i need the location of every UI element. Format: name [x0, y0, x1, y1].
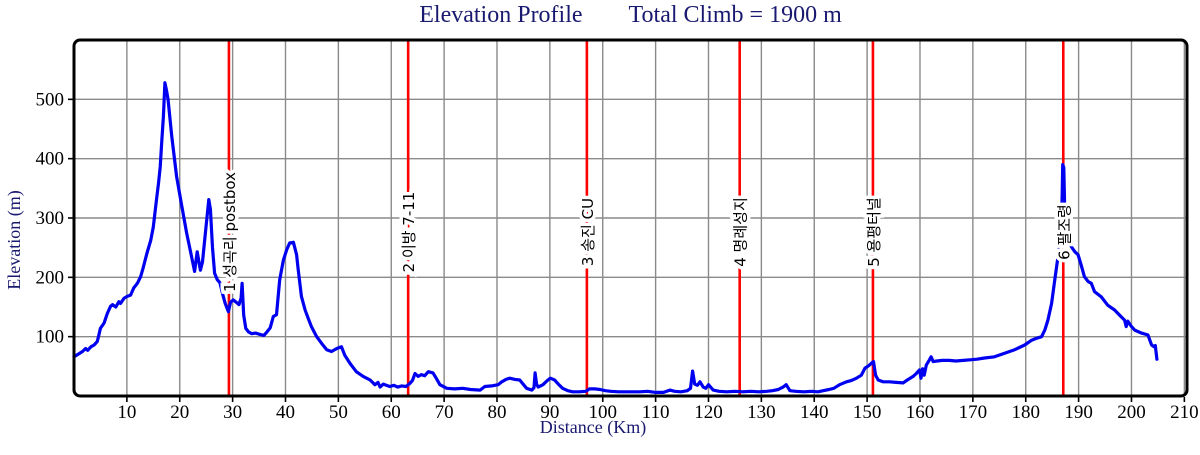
x-tick-label: 160 — [906, 402, 935, 423]
distance-axis-label: Distance (Km) — [540, 417, 646, 438]
total-climb-label: Total Climb = 1900 m — [628, 2, 842, 28]
x-tick-label: 200 — [1117, 402, 1146, 423]
plot-border — [72, 38, 1189, 398]
x-tick-label: 20 — [170, 402, 189, 423]
y-tick-label: 300 — [36, 208, 65, 229]
x-tick-label: 60 — [382, 402, 401, 423]
y-tick-label: 100 — [36, 327, 65, 348]
x-tick-label: 40 — [276, 402, 295, 423]
x-tick-label: 110 — [642, 402, 670, 423]
x-tick-label: 120 — [694, 402, 723, 423]
checkpoint-label: 5 용평터널 — [865, 197, 883, 267]
x-tick-label: 130 — [747, 402, 776, 423]
checkpoint-label: 2 이방 7-11 — [400, 192, 418, 273]
y-tick-label: 400 — [36, 149, 65, 170]
checkpoint-label: 1 성곡리 postbox — [221, 172, 239, 292]
checkpoint-label: 6 팔조령 — [1055, 204, 1073, 260]
checkpoint-label: 4 명례성지 — [732, 197, 750, 267]
chart-title: Elevation Profile Total Climb = 1900 m — [74, 2, 1187, 29]
x-tick-label: 70 — [435, 402, 454, 423]
checkpoint-label: 3 송진 CU — [579, 198, 597, 266]
x-tick-label: 180 — [1011, 402, 1040, 423]
x-tick-label: 10 — [117, 402, 136, 423]
x-tick-label: 50 — [329, 402, 348, 423]
x-tick-label: 150 — [853, 402, 882, 423]
chart-title-main: Elevation Profile — [419, 2, 583, 28]
x-tick-label: 210 — [1170, 402, 1199, 423]
x-tick-label: 140 — [800, 402, 829, 423]
elevation-axis-label: Elevation (m) — [4, 190, 25, 289]
x-tick-label: 80 — [487, 402, 506, 423]
x-tick-label: 90 — [540, 402, 559, 423]
x-tick-label: 190 — [1064, 402, 1093, 423]
x-tick-label: 30 — [223, 402, 242, 423]
y-tick-label: 500 — [36, 89, 65, 110]
elevation-line — [72, 81, 1159, 394]
y-tick-label: 200 — [36, 267, 65, 288]
x-tick-label: 100 — [588, 402, 617, 423]
x-tick-label: 170 — [959, 402, 988, 423]
